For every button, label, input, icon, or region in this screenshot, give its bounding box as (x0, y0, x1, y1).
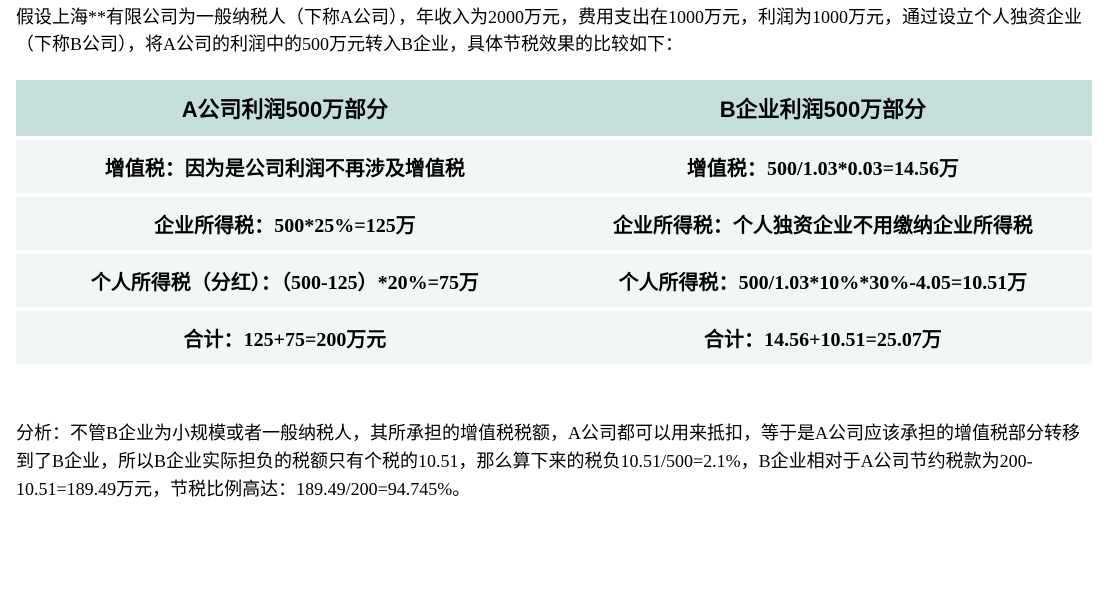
comparison-table: A公司利润500万部分 B企业利润500万部分 增值税：因为是公司利润不再涉及增… (16, 76, 1092, 368)
cell-b-iit: 个人所得税：500/1.03*10%*30%-4.05=10.51万 (554, 254, 1092, 307)
cell-a-total: 合计：125+75=200万元 (16, 311, 554, 364)
table-row: 企业所得税：500*25%=125万 企业所得税：个人独资企业不用缴纳企业所得税 (16, 197, 1092, 250)
cell-a-vat: 增值税：因为是公司利润不再涉及增值税 (16, 140, 554, 193)
col-header-a: A公司利润500万部分 (16, 80, 554, 136)
table-row: 合计：125+75=200万元 合计：14.56+10.51=25.07万 (16, 311, 1092, 364)
cell-b-vat: 增值税：500/1.03*0.03=14.56万 (554, 140, 1092, 193)
analysis-paragraph: 分析：不管B企业为小规模或者一般纳税人，其所承担的增值税税额，A公司都可以用来抵… (16, 420, 1092, 504)
table-row: 个人所得税（分红）：（500-125）*20%=75万 个人所得税：500/1.… (16, 254, 1092, 307)
intro-paragraph: 假设上海**有限公司为一般纳税人（下称A公司），年收入为2000万元，费用支出在… (16, 4, 1092, 58)
cell-b-cit: 企业所得税：个人独资企业不用缴纳企业所得税 (554, 197, 1092, 250)
col-header-b: B企业利润500万部分 (554, 80, 1092, 136)
table-row: 增值税：因为是公司利润不再涉及增值税 增值税：500/1.03*0.03=14.… (16, 140, 1092, 193)
cell-b-total: 合计：14.56+10.51=25.07万 (554, 311, 1092, 364)
cell-a-iit: 个人所得税（分红）：（500-125）*20%=75万 (16, 254, 554, 307)
cell-a-cit: 企业所得税：500*25%=125万 (16, 197, 554, 250)
table-header-row: A公司利润500万部分 B企业利润500万部分 (16, 80, 1092, 136)
